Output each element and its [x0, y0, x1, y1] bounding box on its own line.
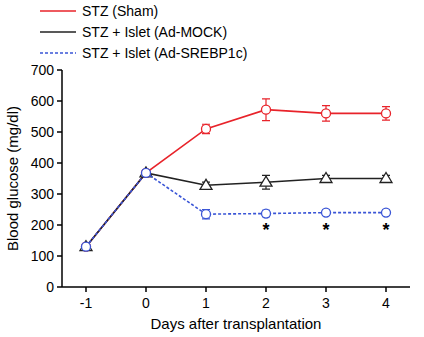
legend-key — [40, 31, 76, 33]
point — [140, 167, 152, 177]
y-tick-label: 700 — [31, 62, 55, 78]
error-bar — [322, 106, 330, 122]
annotation: * — [262, 220, 269, 240]
point — [82, 242, 91, 251]
plot-area — [80, 99, 392, 251]
x-tick — [85, 287, 87, 292]
y-tick-label: 100 — [31, 248, 55, 264]
annotation: * — [322, 220, 329, 240]
point — [202, 210, 211, 219]
y-tick-label: 600 — [31, 93, 55, 109]
y-tick — [57, 193, 62, 195]
point — [320, 173, 332, 183]
y-tick — [57, 100, 62, 102]
series — [82, 99, 391, 251]
x-tick — [265, 287, 267, 292]
y-tick-label: 200 — [31, 217, 55, 233]
line — [86, 110, 386, 247]
series — [82, 168, 391, 251]
point — [142, 168, 151, 177]
y-tick-label: 500 — [31, 124, 55, 140]
y-tick — [57, 224, 62, 226]
x-axis-label: Days after transplantation — [151, 315, 322, 332]
y-tick-label: 400 — [31, 155, 55, 171]
x-tick-label: 2 — [262, 295, 270, 311]
point — [380, 173, 392, 183]
legend-key — [40, 52, 76, 54]
chart: 0 100 200 300 400 500 600 700 -1 0 1 2 3 4 Days after … — [0, 0, 424, 337]
point — [260, 176, 272, 186]
x-tick-label: 0 — [142, 295, 150, 311]
y-tick — [57, 255, 62, 257]
error-bar — [262, 99, 270, 121]
y-tick-label: 0 — [46, 279, 54, 295]
legend-label: STZ (Sham) — [82, 3, 158, 19]
y-tick — [57, 286, 62, 288]
legend-label: STZ + Islet (Ad-SREBP1c) — [82, 45, 247, 61]
y-axis-label: Blood glucose (mg/dl) — [4, 106, 21, 251]
y-tick — [57, 69, 62, 71]
error-bar — [202, 124, 210, 133]
point — [142, 168, 151, 177]
point — [322, 208, 331, 217]
x-tick-label: 3 — [322, 295, 330, 311]
y-axis — [61, 70, 63, 287]
x-tick-label: 4 — [382, 295, 390, 311]
x-tick — [205, 287, 207, 292]
legend-key — [40, 10, 76, 12]
y-tick — [57, 131, 62, 133]
point — [262, 105, 271, 114]
point — [322, 109, 331, 118]
x-tick-label: 1 — [202, 295, 210, 311]
annotation: * — [382, 220, 389, 240]
y-tick-label: 300 — [31, 186, 55, 202]
legend-label: STZ + Islet (Ad-MOCK) — [82, 24, 227, 40]
x-tick — [385, 287, 387, 292]
point — [382, 109, 391, 118]
series — [80, 167, 392, 251]
error-bar — [382, 107, 390, 121]
point — [382, 208, 391, 217]
x-tick — [145, 287, 147, 292]
x-axis — [62, 286, 410, 288]
point — [202, 124, 211, 133]
line — [86, 173, 386, 247]
point — [262, 209, 271, 218]
y-tick — [57, 162, 62, 164]
x-tick — [325, 287, 327, 292]
x-tick-label: -1 — [80, 295, 93, 311]
line — [86, 173, 386, 247]
point — [82, 242, 91, 251]
point — [200, 179, 212, 189]
error-bar — [202, 210, 210, 219]
